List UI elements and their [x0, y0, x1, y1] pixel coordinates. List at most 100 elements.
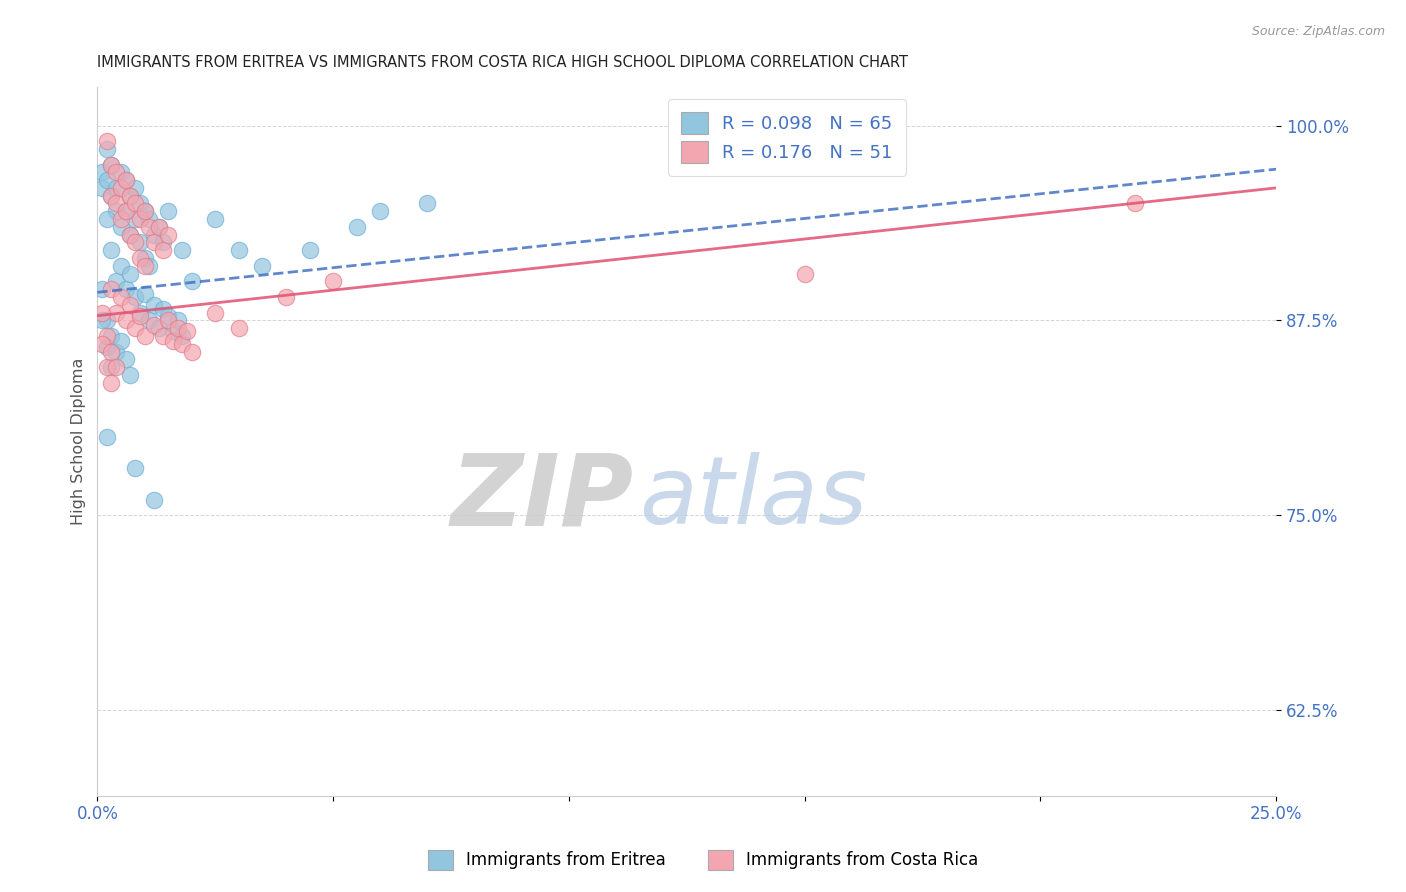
Point [100, 244, 122, 258]
Point [298, 244, 321, 258]
Point [91, 282, 114, 296]
Point [157, 227, 180, 242]
Point [96, 329, 118, 343]
Point [105, 274, 128, 288]
Point [114, 204, 136, 219]
Point [134, 259, 156, 273]
Point [114, 282, 136, 296]
Point [172, 329, 194, 343]
Point [134, 329, 156, 343]
Point [124, 235, 146, 250]
Point [96, 340, 118, 354]
Point [110, 165, 132, 179]
Point [124, 290, 146, 304]
Point [157, 204, 180, 219]
Point [114, 313, 136, 327]
Point [120, 368, 142, 382]
Point [124, 181, 146, 195]
Point [148, 219, 170, 234]
Point [100, 157, 122, 171]
Point [105, 181, 128, 195]
Point [152, 244, 174, 258]
Point [120, 227, 142, 242]
Point [322, 274, 344, 288]
Point [346, 219, 368, 234]
Point [142, 227, 165, 242]
Point [142, 235, 165, 250]
Point [120, 188, 142, 202]
Point [100, 360, 122, 375]
Point [252, 259, 274, 273]
Point [120, 267, 142, 281]
Legend: Immigrants from Eritrea, Immigrants from Costa Rica: Immigrants from Eritrea, Immigrants from… [422, 843, 984, 877]
Point [138, 219, 160, 234]
Point [110, 212, 132, 227]
Point [100, 188, 122, 202]
Point [100, 188, 122, 202]
Point [142, 298, 165, 312]
Point [91, 313, 114, 327]
Point [134, 204, 156, 219]
Text: atlas: atlas [640, 452, 868, 543]
Point [91, 165, 114, 179]
Point [134, 204, 156, 219]
Point [110, 181, 132, 195]
Point [110, 334, 132, 348]
Point [142, 318, 165, 332]
Point [793, 267, 815, 281]
Point [128, 235, 150, 250]
Point [166, 321, 188, 335]
Point [228, 321, 250, 335]
Point [124, 321, 146, 335]
Point [416, 196, 439, 211]
Point [124, 196, 146, 211]
Text: IMMIGRANTS FROM ERITREA VS IMMIGRANTS FROM COSTA RICA HIGH SCHOOL DIPLOMA CORREL: IMMIGRANTS FROM ERITREA VS IMMIGRANTS FR… [97, 55, 908, 70]
Point [96, 430, 118, 444]
Point [100, 329, 122, 343]
Point [152, 329, 174, 343]
Point [96, 212, 118, 227]
Point [91, 305, 114, 319]
Point [128, 212, 150, 227]
Point [91, 336, 114, 351]
Point [134, 286, 156, 301]
Point [148, 219, 170, 234]
Point [138, 212, 160, 227]
Point [172, 336, 194, 351]
Point [128, 305, 150, 319]
Point [228, 244, 250, 258]
Point [100, 157, 122, 171]
Point [96, 360, 118, 375]
Point [157, 309, 180, 323]
Point [204, 305, 226, 319]
Text: Source: ZipAtlas.com: Source: ZipAtlas.com [1251, 25, 1385, 38]
Point [274, 290, 297, 304]
Point [148, 321, 170, 335]
Point [204, 212, 226, 227]
Point [138, 259, 160, 273]
Point [105, 165, 128, 179]
Point [110, 219, 132, 234]
Point [96, 142, 118, 156]
Point [128, 251, 150, 265]
Point [96, 173, 118, 187]
Point [172, 244, 194, 258]
Point [162, 334, 184, 348]
Point [114, 173, 136, 187]
Point [142, 492, 165, 507]
Point [100, 344, 122, 359]
Point [91, 181, 114, 195]
Point [166, 313, 188, 327]
Point [124, 461, 146, 475]
Point [105, 305, 128, 319]
Point [105, 196, 128, 211]
Point [180, 344, 202, 359]
Legend: R = 0.098   N = 65, R = 0.176   N = 51: R = 0.098 N = 65, R = 0.176 N = 51 [668, 99, 905, 176]
Point [105, 360, 128, 375]
Point [138, 313, 160, 327]
Text: ZIP: ZIP [451, 450, 634, 547]
Point [96, 313, 118, 327]
Point [105, 344, 128, 359]
Point [100, 282, 122, 296]
Point [128, 309, 150, 323]
